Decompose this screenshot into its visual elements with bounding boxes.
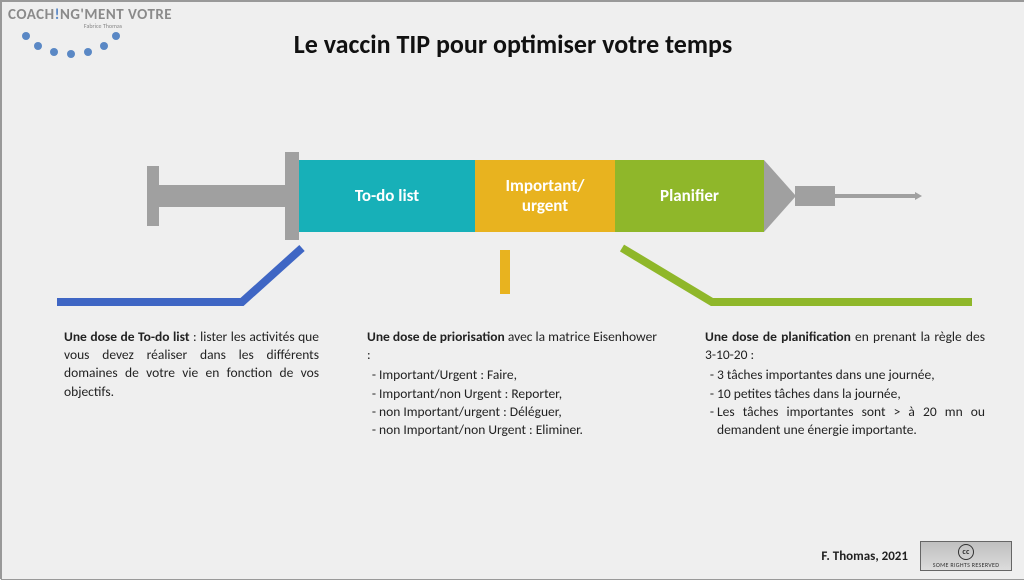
seg-label: Planifier xyxy=(660,186,719,206)
col2-lead: Une dose de priorisation xyxy=(367,328,505,345)
right-connector-icon xyxy=(2,240,1024,330)
col1-lead: Une dose de To-do list xyxy=(64,328,190,345)
col3-lead: Une dose de planification xyxy=(705,328,851,345)
list-item: non Important/urgent : Déléguer, xyxy=(379,403,657,421)
syringe-tip-cone xyxy=(764,160,796,232)
list-item: Les tâches importantes sont > à 20 mn ou… xyxy=(717,403,985,439)
column-todo: Une dose de To-do list : lister les acti… xyxy=(64,328,319,439)
logo-part-a: COACH xyxy=(8,6,55,24)
list-item: 3 tâches importantes dans une journée, xyxy=(717,366,985,384)
syringe-seg-plan: Planifier xyxy=(615,160,764,232)
syringe-seg-todo: To-do list xyxy=(299,160,475,232)
author-credit: F. Thomas, 2021 xyxy=(821,549,908,564)
syringe-body: To-do list Important/ urgent Planifier xyxy=(299,160,764,232)
syringe-plunger-handle xyxy=(147,166,159,226)
cc-icon: cc xyxy=(958,544,974,560)
footer: F. Thomas, 2021 cc SOME RIGHTS RESERVED xyxy=(821,541,1012,571)
seg-label: Important/ urgent xyxy=(506,176,585,215)
column-priorisation: Une dose de priorisation avec la matrice… xyxy=(367,328,657,439)
callout-connectors xyxy=(2,240,1024,330)
list-item: 10 petites tâches dans la journée, xyxy=(717,385,985,403)
column-planification: Une dose de planification en prenant la … xyxy=(705,328,985,439)
page-title: Le vaccin TIP pour optimiser votre temps xyxy=(2,28,1024,60)
syringe-flange xyxy=(285,152,299,240)
seg-label: To-do list xyxy=(355,186,419,206)
syringe-seg-important: Important/ urgent xyxy=(475,160,615,232)
list-item: Important/non Urgent : Reporter, xyxy=(379,385,657,403)
cc-license-badge: cc SOME RIGHTS RESERVED xyxy=(920,541,1012,571)
syringe-graphic: To-do list Important/ urgent Planifier xyxy=(147,160,917,232)
description-columns: Une dose de To-do list : lister les acti… xyxy=(64,328,994,439)
cc-text: SOME RIGHTS RESERVED xyxy=(933,561,999,569)
syringe-plunger-rod xyxy=(159,185,285,207)
list-item: Important/Urgent : Faire, xyxy=(379,366,657,384)
syringe-needle xyxy=(835,194,915,198)
col2-list: Important/Urgent : Faire, Important/non … xyxy=(367,366,657,439)
syringe-needle-hub xyxy=(795,186,835,206)
col3-list: 3 tâches importantes dans une journée, 1… xyxy=(705,366,985,439)
list-item: non Important/non Urgent : Eliminer. xyxy=(379,421,657,439)
